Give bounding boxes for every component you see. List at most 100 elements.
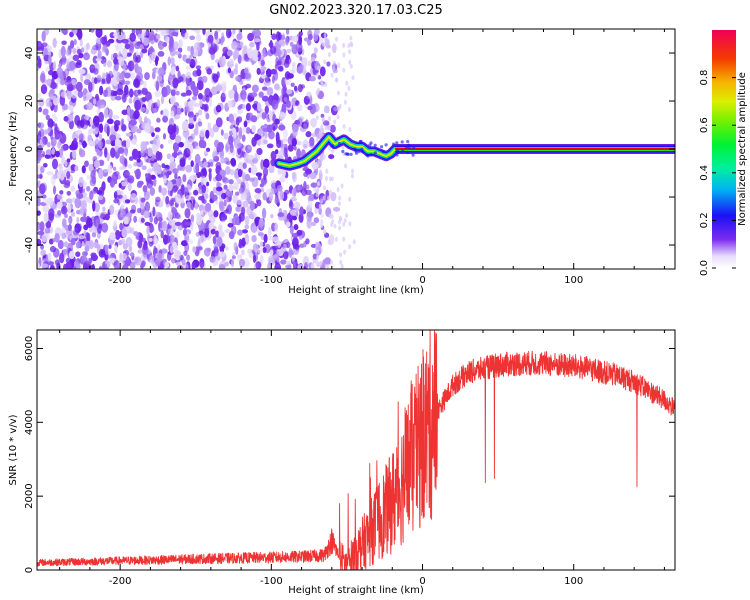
ridge-speckle <box>369 153 373 157</box>
noise-blob <box>92 200 96 212</box>
noise-blob <box>241 229 248 234</box>
noise-blob <box>133 215 138 223</box>
noise-blob <box>195 65 202 70</box>
noise-blob <box>96 190 103 195</box>
noise-blob <box>195 162 200 174</box>
noise-blob <box>59 190 64 195</box>
noise-blob <box>107 85 112 97</box>
noise-blob <box>83 115 90 120</box>
noise-blob <box>276 49 282 57</box>
noise-blob <box>49 264 55 269</box>
noise-blob <box>82 252 86 263</box>
noise-blob <box>80 72 84 83</box>
noise-blob <box>178 141 184 148</box>
noise-blob <box>241 237 246 247</box>
noise-blob <box>92 242 100 249</box>
noise-blob <box>95 212 102 217</box>
noise-blob <box>188 100 196 105</box>
snr-series <box>37 330 675 570</box>
noise-blob <box>274 262 281 269</box>
noise-blob <box>208 96 213 107</box>
noise-blob <box>37 262 41 269</box>
noise-blob <box>167 180 173 191</box>
noise-blob <box>290 82 295 88</box>
noise-blob <box>351 75 355 81</box>
noise-blob <box>157 51 165 57</box>
noise-blob <box>124 72 131 79</box>
colorbar-bar <box>712 30 736 268</box>
noise-blob <box>170 66 176 75</box>
noise-blob <box>275 131 280 141</box>
noise-blob <box>157 253 163 259</box>
noise-blob <box>348 49 352 55</box>
noise-blob <box>308 193 315 202</box>
noise-blob <box>264 105 269 115</box>
noise-blob <box>292 260 297 269</box>
noise-blob <box>108 108 113 120</box>
noise-blob <box>319 66 326 77</box>
noise-blob <box>323 32 327 38</box>
noise-blob <box>334 236 338 242</box>
noise-blob <box>51 113 57 119</box>
noise-blob <box>46 141 51 148</box>
noise-blob <box>276 197 280 204</box>
noise-blob <box>67 105 75 110</box>
noise-blob <box>260 188 265 193</box>
noise-blob <box>162 133 167 140</box>
noise-blob <box>134 63 139 74</box>
noise-blob <box>236 33 243 41</box>
noise-blob <box>37 105 40 114</box>
noise-blob <box>156 29 163 32</box>
noise-blob <box>37 210 41 216</box>
noise-blob <box>110 125 115 135</box>
noise-blob <box>317 105 320 111</box>
noise-blob <box>60 45 66 57</box>
noise-blob <box>185 164 193 173</box>
noise-blob <box>250 115 258 123</box>
noise-blob <box>297 104 303 112</box>
noise-blob <box>180 92 187 97</box>
noise-blob <box>285 36 289 46</box>
noise-blob <box>238 238 243 249</box>
ridge-speckle <box>395 141 399 145</box>
noise-blob <box>47 118 54 129</box>
noise-blob <box>60 79 66 86</box>
noise-blob <box>190 45 194 57</box>
noise-blob <box>291 254 295 263</box>
noise-blob <box>329 124 336 133</box>
noise-blob <box>149 34 156 45</box>
noise-blob <box>51 147 55 155</box>
noise-blob <box>96 149 101 156</box>
noise-blob <box>344 163 348 169</box>
noise-blob <box>171 207 177 215</box>
noise-blob <box>92 124 96 129</box>
noise-blob <box>291 171 296 180</box>
noise-blob <box>310 56 316 62</box>
noise-blob <box>208 222 214 230</box>
noise-blob <box>149 254 155 264</box>
noise-blob <box>37 196 41 207</box>
snr-x-label: Height of straight line (km) <box>288 585 424 596</box>
noise-blob <box>109 232 116 241</box>
noise-blob <box>100 213 106 220</box>
noise-blob <box>153 245 157 256</box>
noise-blob <box>156 75 163 82</box>
noise-blob <box>206 68 212 75</box>
noise-blob <box>204 227 210 238</box>
noise-blob <box>219 56 226 68</box>
noise-blob <box>105 139 113 145</box>
noise-blob <box>49 95 57 100</box>
noise-blob <box>173 41 179 51</box>
noise-blob <box>239 80 244 85</box>
noise-blob <box>309 172 317 180</box>
noise-blob <box>86 217 93 229</box>
noise-blob <box>197 80 204 91</box>
noise-blob <box>74 90 78 95</box>
noise-blob <box>227 100 234 108</box>
noise-blob <box>200 176 207 187</box>
noise-blob <box>245 197 253 202</box>
noise-blob <box>124 199 131 204</box>
noise-blob <box>120 208 126 216</box>
noise-blob <box>128 42 134 54</box>
noise-blob <box>58 63 62 69</box>
